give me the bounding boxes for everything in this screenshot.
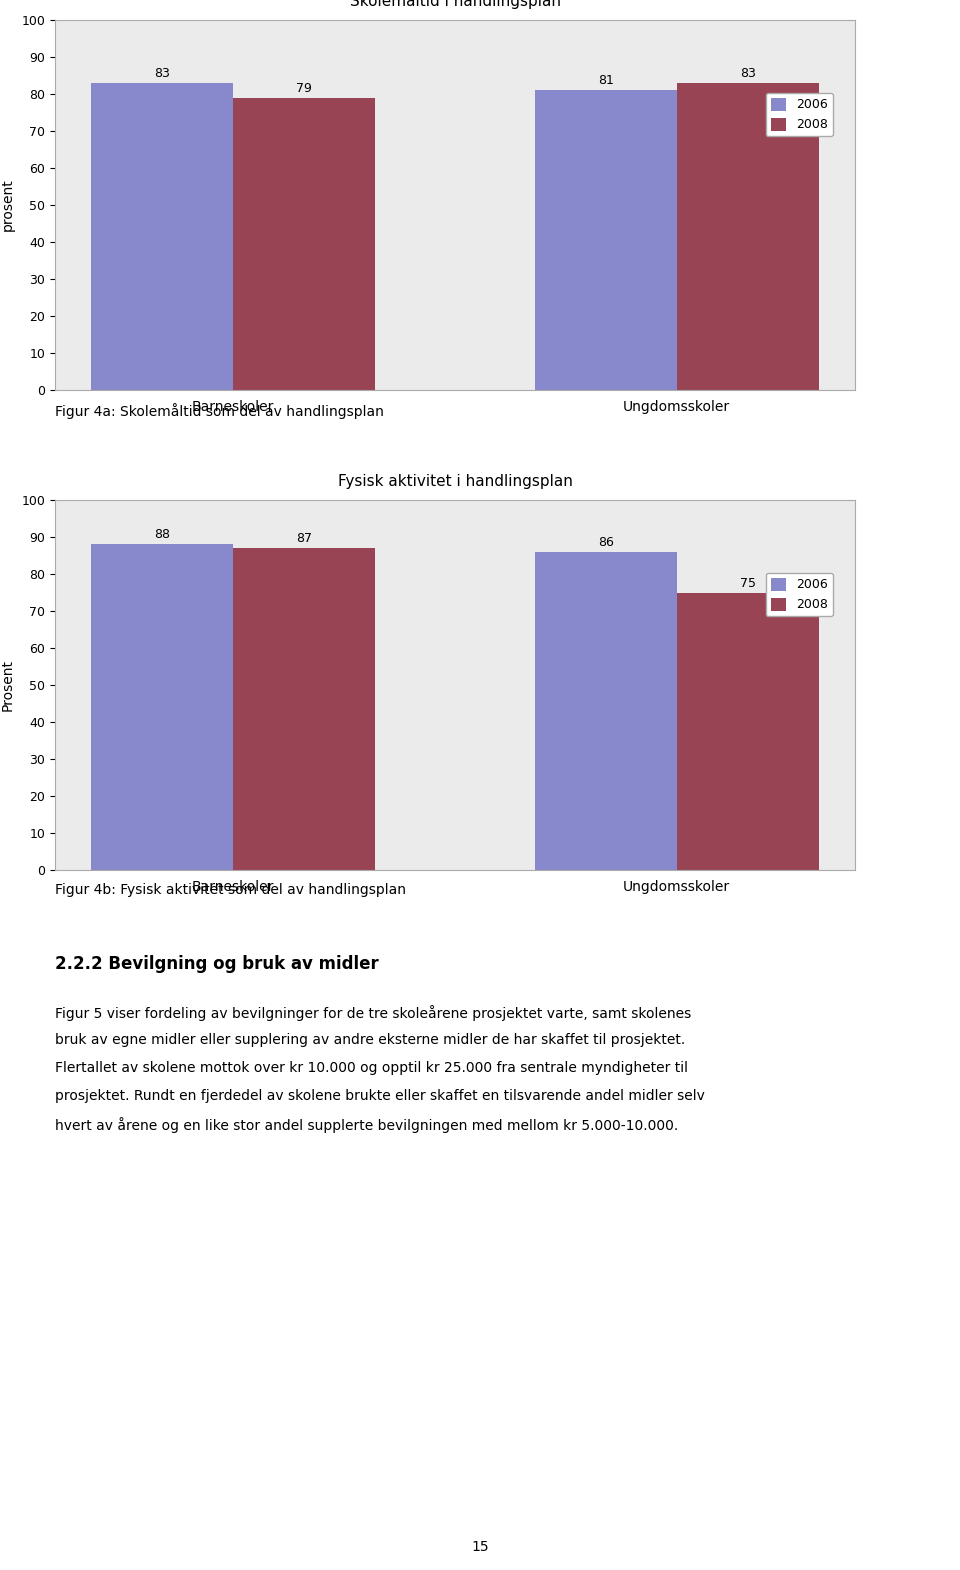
Legend: 2006, 2008: 2006, 2008 <box>766 573 832 617</box>
Text: Flertallet av skolene mottok over kr 10.000 og opptil kr 25.000 fra sentrale myn: Flertallet av skolene mottok over kr 10.… <box>55 1061 688 1075</box>
Text: prosjektet. Rundt en fjerdedel av skolene brukte eller skaffet en tilsvarende an: prosjektet. Rundt en fjerdedel av skolen… <box>55 1090 705 1104</box>
Y-axis label: prosent: prosent <box>0 179 14 231</box>
Bar <box>233 548 375 870</box>
Bar <box>535 91 677 389</box>
Title: Skolemåltid i handlingsplan: Skolemåltid i handlingsplan <box>349 0 561 9</box>
Text: Figur 5 viser fordeling av bevilgninger for de tre skoleårene prosjektet varte, : Figur 5 viser fordeling av bevilgninger … <box>55 1005 691 1021</box>
Text: 15: 15 <box>471 1540 489 1554</box>
Y-axis label: Prosent: Prosent <box>0 659 14 711</box>
Text: 87: 87 <box>297 532 312 545</box>
Text: 75: 75 <box>740 576 756 590</box>
Text: bruk av egne midler eller supplering av andre eksterne midler de har skaffet til: bruk av egne midler eller supplering av … <box>55 1033 685 1047</box>
Text: 88: 88 <box>155 529 170 542</box>
Text: Figur 4a: Skolemåltid som del av handlingsplan: Figur 4a: Skolemåltid som del av handlin… <box>55 402 384 419</box>
Bar <box>535 551 677 870</box>
Text: Figur 4b: Fysisk aktivitet som del av handlingsplan: Figur 4b: Fysisk aktivitet som del av ha… <box>55 882 406 896</box>
Text: 86: 86 <box>598 535 613 549</box>
Bar <box>91 83 233 389</box>
Text: 83: 83 <box>155 68 170 80</box>
Text: 81: 81 <box>598 74 613 88</box>
Text: hvert av årene og en like stor andel supplerte bevilgningen med mellom kr 5.000-: hvert av årene og en like stor andel sup… <box>55 1116 679 1134</box>
Bar <box>233 97 375 389</box>
Title: Fysisk aktivitet i handlingsplan: Fysisk aktivitet i handlingsplan <box>338 474 572 490</box>
Bar <box>677 592 819 870</box>
Text: 79: 79 <box>297 82 312 94</box>
Legend: 2006, 2008: 2006, 2008 <box>766 93 832 137</box>
Bar <box>91 545 233 870</box>
Bar <box>677 83 819 389</box>
Text: 2.2.2 Bevilgning og bruk av midler: 2.2.2 Bevilgning og bruk av midler <box>55 955 379 973</box>
Text: 83: 83 <box>740 68 756 80</box>
